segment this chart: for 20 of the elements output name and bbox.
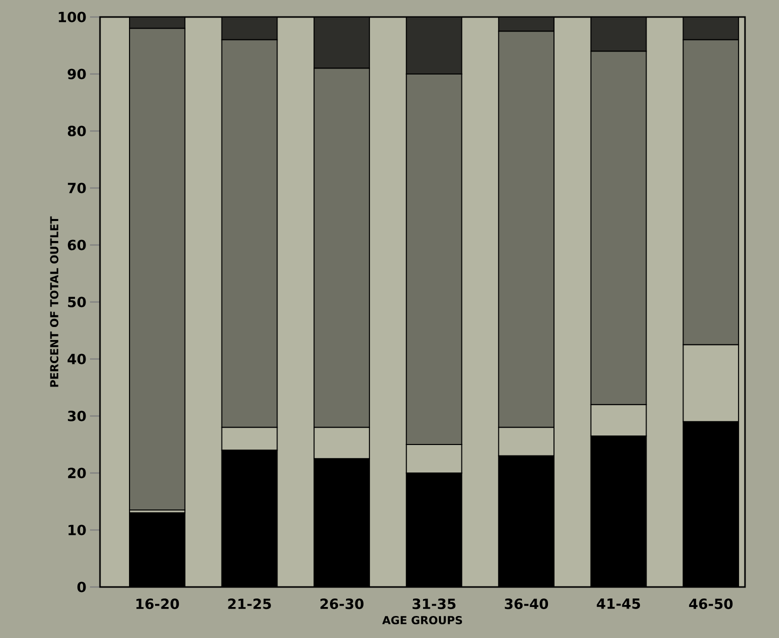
y-tick-label: 20 (68, 468, 86, 478)
x-tick-label: 26-30 (320, 598, 364, 610)
y-tick-label: 100 (58, 12, 86, 22)
x-tick-label: 16-20 (136, 598, 179, 610)
y-axis-title: PERCENT OF TOTAL OUTLET (50, 216, 58, 387)
y-tick-label: 90 (68, 68, 86, 80)
x-tick-label: 36-40 (504, 598, 548, 610)
x-axis-title: AGE GROUPS (382, 616, 462, 624)
y-tick-label: 80 (68, 126, 86, 136)
y-tick-label: 70 (68, 182, 86, 194)
y-tick-label: 10 (68, 524, 86, 536)
y-tick-label: 30 (68, 410, 86, 422)
y-tick-label: 0 (77, 582, 86, 592)
x-tick-label: 46-50 (689, 598, 733, 610)
y-tick-label: 60 (68, 240, 86, 250)
x-tick-label: 41-45 (596, 598, 640, 609)
x-tick-label: 31-35 (412, 598, 456, 610)
y-tick-label: 40 (68, 354, 86, 364)
y-tick-label: 50 (68, 296, 86, 308)
x-tick-label: 21-25 (228, 598, 271, 610)
